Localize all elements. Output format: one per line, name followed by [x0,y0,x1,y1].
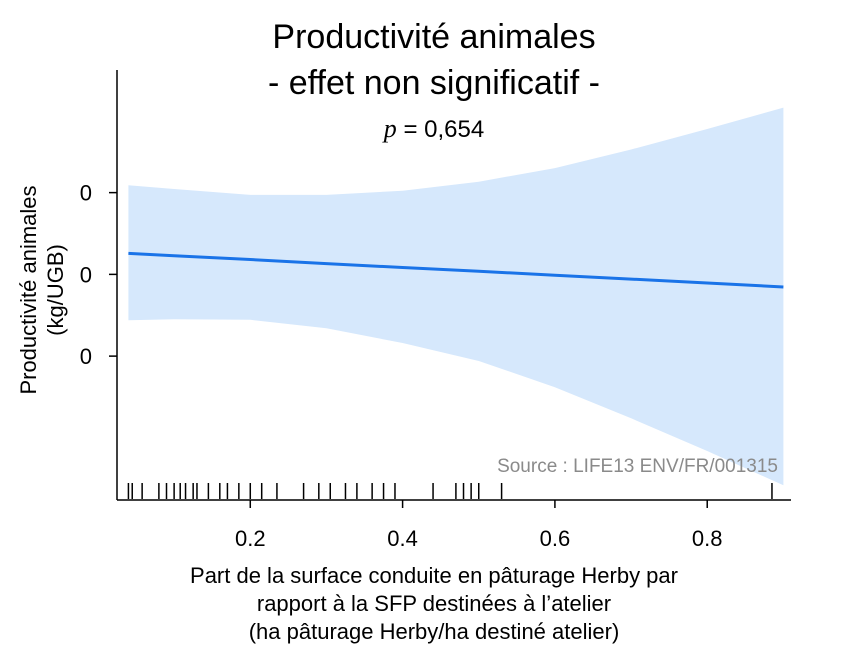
x-tick-label: 0.4 [387,526,418,551]
y-tick-label: 0 [80,181,92,206]
x-axis-label-line-2: rapport à la SFP destinées à l’atelier [256,591,612,616]
p-value-label: p = 0,654 [0,114,868,144]
x-axis-label-line-3: (ha pâturage Herby/ha destiné atelier) [248,619,620,644]
x-tick-label: 0.2 [235,526,266,551]
x-axis-label-line-1: Part de la surface conduite en pâturage … [190,563,678,588]
confidence-band [128,107,784,486]
p-value-symbol: p [383,114,397,143]
source-annotation: Source : LIFE13 ENV/FR/001315 [497,456,778,477]
chart-title: Productivité animales [272,18,596,56]
y-tick-label: 0 [80,344,92,369]
trend-line [128,251,784,289]
y-tick-label: 0 [80,262,92,287]
x-tick-label: 0.6 [540,526,571,551]
p-value-text: = 0,654 [396,116,485,143]
chart-subtitle: - effet non significatif - [268,64,600,102]
x-tick-label: 0.8 [692,526,723,551]
x-axis-label: Part de la surface conduite en pâturage … [0,562,868,646]
